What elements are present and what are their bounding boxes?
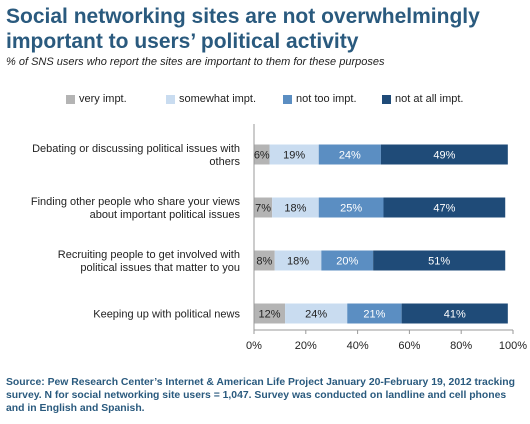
bar-segment-somewhat-impt [274,250,322,271]
bar-segment-very-impt [254,250,275,271]
data-label: 21% [363,309,385,321]
bar-segment-not-at-all-impt [401,303,508,324]
legend-swatch [166,94,175,104]
bar-segment-not-too-impt [318,197,384,218]
legend-label: not too impt. [296,93,357,105]
bar-segment-not-too-impt [347,303,402,324]
category-label: Debating or discussing political issues … [32,143,240,168]
bar-segment-not-too-impt [318,144,381,165]
data-label: 24% [339,150,361,162]
bar-segment-very-impt [254,144,270,165]
chart-subtitle: % of SNS users who report the sites are … [6,56,385,68]
category-label: Finding other people who share your view… [31,196,241,221]
bar-segment-somewhat-impt [269,144,319,165]
legend-label: very impt. [79,93,127,105]
data-label: 18% [287,256,309,268]
legend-swatch [382,94,391,104]
data-label: 47% [433,203,455,215]
x-tick-label: 0% [246,340,262,352]
data-label: 6% [254,150,270,162]
bar-segment-not-at-all-impt [380,144,508,165]
bar-segment-not-at-all-impt [383,197,506,218]
legend-item-not-too-impt: not too impt. [283,93,357,105]
data-label: 24% [305,309,327,321]
legend-label: not at all impt. [395,93,464,105]
category-label: Keeping up with political news [93,309,240,321]
legend-item-not-at-all-impt: not at all impt. [382,93,463,105]
legend-swatch [66,94,75,104]
data-label: 49% [433,150,455,162]
bar-segment-very-impt [254,303,286,324]
x-tick-label: 40% [347,340,369,352]
data-label: 12% [259,309,281,321]
chart-title: Social networking sites are not overwhel… [6,5,480,53]
source-note: Source: Pew Research Center’s Internet &… [6,377,515,414]
data-label: 20% [336,256,358,268]
legend-swatch [283,94,292,104]
x-tick-label: 100% [499,340,527,352]
legend: very impt. somewhat impt. not too impt. … [0,93,530,107]
data-label: 25% [340,203,362,215]
x-tick-label: 80% [450,340,472,352]
legend-item-somewhat-impt: somewhat impt. [166,93,256,105]
legend-item-very-impt: very impt. [66,93,127,105]
data-label: 18% [284,203,306,215]
legend-label: somewhat impt. [179,93,257,105]
bar-segment-not-at-all-impt [373,250,506,271]
x-tick-label: 60% [398,340,420,352]
category-label: Recruiting people to get involved with po… [58,249,240,274]
bar-segment-somewhat-impt [285,303,348,324]
data-label: 8% [256,256,272,268]
stacked-bar-chart: Debating or discussing political issues … [31,124,527,352]
data-label: 7% [255,203,271,215]
data-label: 41% [444,309,466,321]
data-label: 51% [428,256,450,268]
x-tick-label: 20% [295,340,317,352]
data-label: 19% [283,150,305,162]
bar-segment-very-impt [254,197,273,218]
bar-segment-somewhat-impt [272,197,319,218]
bar-segment-not-too-impt [321,250,374,271]
